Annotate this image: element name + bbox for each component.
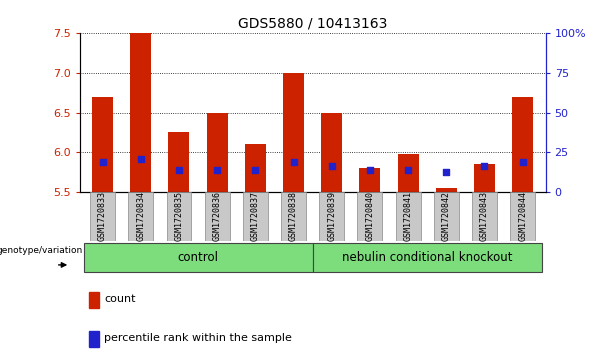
Text: count: count — [104, 294, 135, 304]
Bar — [207, 113, 227, 192]
Bar — [357, 192, 383, 241]
Bar — [434, 192, 459, 241]
Bar — [89, 331, 99, 347]
Bar — [92, 97, 113, 192]
Text: GSM1720843: GSM1720843 — [480, 191, 489, 241]
Point — [403, 167, 413, 173]
Text: GSM1720842: GSM1720842 — [442, 191, 451, 241]
Text: GSM1720839: GSM1720839 — [327, 191, 336, 241]
Bar — [474, 164, 495, 192]
Text: GSM1720841: GSM1720841 — [403, 191, 413, 241]
Point — [212, 167, 222, 173]
Point — [289, 159, 299, 165]
Text: percentile rank within the sample: percentile rank within the sample — [104, 333, 292, 343]
Bar — [83, 243, 313, 272]
Bar — [321, 113, 342, 192]
Text: GSM1720836: GSM1720836 — [213, 191, 222, 241]
Point — [518, 159, 528, 165]
Bar — [281, 192, 306, 241]
Bar — [510, 192, 535, 241]
Text: GSM1720833: GSM1720833 — [98, 191, 107, 241]
Point — [365, 167, 375, 173]
Bar — [398, 154, 419, 192]
Bar — [245, 144, 266, 192]
Point — [136, 156, 146, 162]
Bar — [283, 73, 304, 192]
Text: GSM1720837: GSM1720837 — [251, 191, 260, 241]
Point — [441, 170, 451, 175]
Point — [97, 159, 107, 165]
Bar — [128, 192, 153, 241]
Text: nebulin conditional knockout: nebulin conditional knockout — [342, 250, 512, 264]
Bar — [395, 192, 421, 241]
Bar — [90, 192, 115, 241]
Point — [479, 163, 489, 169]
Text: GSM1720838: GSM1720838 — [289, 191, 298, 241]
Point — [251, 167, 261, 173]
Bar — [167, 192, 191, 241]
Text: GSM1720840: GSM1720840 — [365, 191, 375, 241]
Bar — [512, 97, 533, 192]
Bar — [436, 188, 457, 192]
Bar — [89, 292, 99, 308]
Text: GSM1720834: GSM1720834 — [136, 191, 145, 241]
Text: GSM1720844: GSM1720844 — [518, 191, 527, 241]
Bar — [319, 192, 344, 241]
Text: genotype/variation: genotype/variation — [0, 246, 83, 255]
Point — [327, 163, 337, 169]
Bar — [313, 243, 542, 272]
Bar — [131, 33, 151, 192]
Point — [174, 167, 184, 173]
Title: GDS5880 / 10413163: GDS5880 / 10413163 — [238, 16, 387, 30]
Bar — [243, 192, 268, 241]
Bar — [472, 192, 497, 241]
Bar — [359, 168, 381, 192]
Bar — [205, 192, 230, 241]
Text: control: control — [178, 250, 219, 264]
Text: GSM1720835: GSM1720835 — [175, 191, 183, 241]
Bar — [169, 132, 189, 192]
